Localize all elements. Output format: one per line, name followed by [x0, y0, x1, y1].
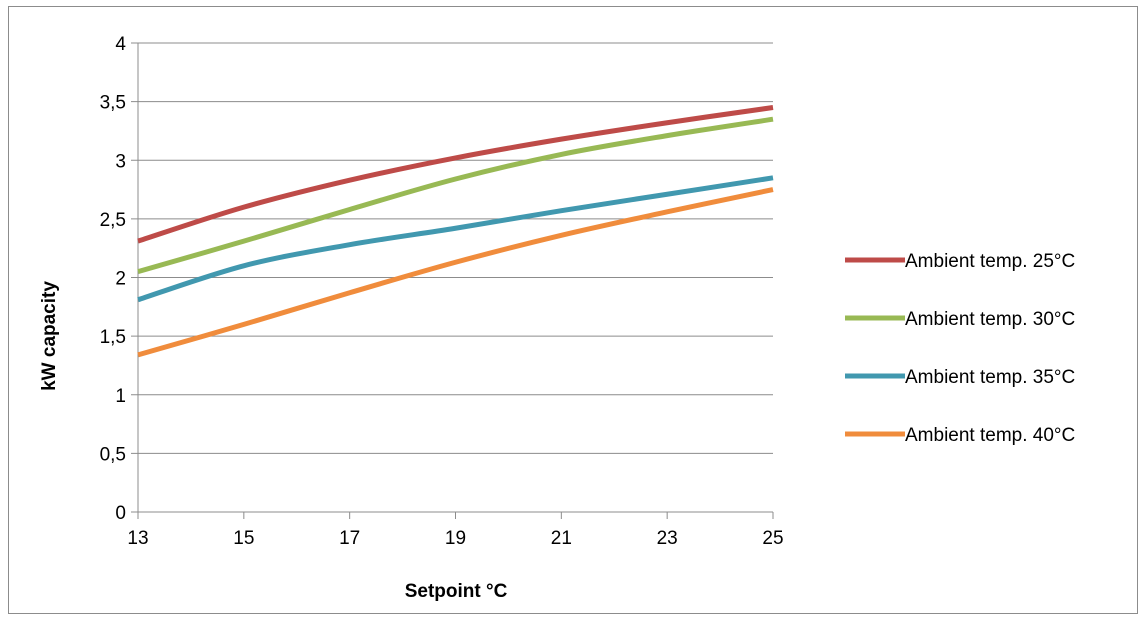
- legend: Ambient temp. 25°C Ambient temp. 30°C Ambi…: [845, 251, 1075, 446]
- y-tick-label: 4: [115, 34, 126, 55]
- legend-label: Ambient temp. 30°C: [905, 309, 1075, 330]
- x-tick-label: 15: [233, 528, 254, 549]
- axes: [131, 42, 774, 519]
- x-tick-label: 21: [551, 528, 572, 549]
- chart-frame: 0 0,5 1 1,5 2 2,5 3 3,5 4 13 15 17 19 21 23 25 kW capa…: [8, 6, 1138, 614]
- x-axis-title: Setpoint °C: [405, 581, 508, 602]
- legend-label: Ambient temp. 40°C: [905, 425, 1075, 446]
- y-tick-label: 1,5: [100, 327, 126, 348]
- series-lines: [137, 105, 774, 358]
- y-tick-label: 0: [115, 503, 126, 524]
- series-line-4: [137, 187, 774, 358]
- legend-item: Ambient temp. 25°C: [845, 251, 1075, 272]
- legend-label: Ambient temp. 35°C: [905, 367, 1075, 388]
- legend-item: Ambient temp. 40°C: [845, 425, 1075, 446]
- x-tick-label: 23: [657, 528, 678, 549]
- gridlines: [138, 42, 773, 454]
- y-tick-label: 0,5: [100, 444, 126, 465]
- y-tick-label: 2,5: [100, 210, 126, 231]
- y-axis-tick-labels: 0 0,5 1 1,5 2 2,5 3 3,5 4: [100, 34, 127, 524]
- legend-item: Ambient temp. 35°C: [845, 367, 1075, 388]
- legend-label: Ambient temp. 25°C: [905, 251, 1075, 272]
- line-chart: 0 0,5 1 1,5 2 2,5 3 3,5 4 13 15 17 19 21 23 25 kW capa…: [39, 34, 1075, 602]
- y-tick-label: 3,5: [100, 93, 126, 114]
- series-line-3: [137, 175, 774, 303]
- x-tick-label: 19: [445, 528, 466, 549]
- y-tick-label: 3: [115, 151, 126, 172]
- legend-item: Ambient temp. 30°C: [845, 309, 1075, 330]
- x-axis-tick-labels: 13 15 17 19 21 23 25: [127, 528, 783, 549]
- series-line-1: [137, 105, 774, 244]
- x-tick-label: 13: [127, 528, 148, 549]
- x-tick-label: 17: [339, 528, 360, 549]
- y-tick-label: 1: [115, 386, 126, 407]
- y-tick-label: 2: [115, 269, 126, 290]
- y-axis-title: kW capacity: [39, 281, 60, 391]
- series-line-2: [137, 116, 774, 275]
- x-tick-label: 25: [762, 528, 783, 549]
